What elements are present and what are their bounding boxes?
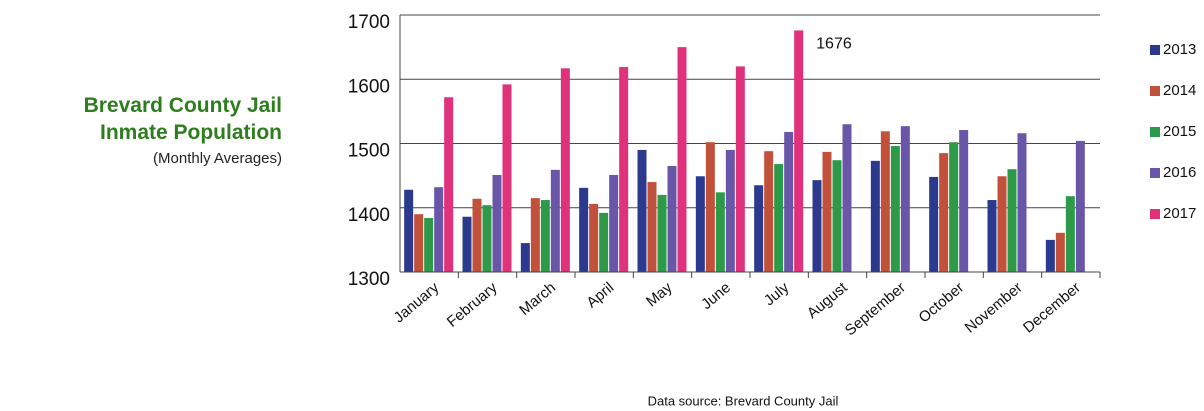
bar [530, 198, 540, 272]
legend-label: 2013 [1163, 41, 1196, 58]
bar [637, 149, 647, 272]
x-tick-label: December [1020, 279, 1084, 337]
bar [880, 131, 890, 272]
bar [1075, 140, 1085, 272]
legend-swatch [1150, 86, 1160, 96]
bar [502, 84, 512, 272]
bar [599, 212, 609, 272]
legend-label: 2015 [1163, 123, 1196, 140]
bar [414, 214, 424, 272]
bar [579, 187, 589, 272]
legend-swatch [1150, 168, 1160, 178]
bar [667, 165, 677, 272]
bar [832, 160, 842, 272]
legend-label: 2014 [1163, 82, 1196, 99]
bar [812, 180, 822, 272]
bar [560, 68, 570, 272]
bar [870, 160, 880, 272]
bar [1017, 133, 1027, 272]
data-label: 1676 [816, 36, 852, 53]
bar [540, 200, 550, 272]
chart-title: Brevard County Jail Inmate Population [83, 94, 282, 144]
bar [434, 187, 444, 272]
bar [959, 130, 969, 272]
bar [949, 142, 959, 272]
bar [444, 97, 454, 273]
x-tick-label: October [915, 279, 967, 326]
chart-subtitle: (Monthly Averages) [153, 150, 282, 167]
bar [424, 218, 434, 272]
bar [520, 243, 530, 272]
bar [794, 30, 804, 273]
y-tick-label: 1500 [348, 141, 390, 162]
x-tick-label: November [962, 279, 1026, 337]
bar [462, 216, 472, 272]
legend-swatch [1150, 45, 1160, 55]
bar [735, 66, 745, 273]
x-tick-label: June [698, 279, 734, 313]
bar [890, 146, 900, 272]
bar [695, 176, 705, 272]
legend-label: 2016 [1163, 164, 1196, 181]
bar [1045, 239, 1055, 272]
x-tick-label: March [516, 279, 559, 319]
y-tick-label: 1700 [348, 12, 390, 33]
bar [774, 164, 784, 272]
bar [619, 67, 629, 272]
y-tick-label: 1600 [348, 76, 390, 97]
legend-swatch [1150, 209, 1160, 219]
bar [609, 174, 619, 272]
bar [550, 169, 560, 272]
legend-label: 2017 [1163, 205, 1196, 222]
y-tick-label: 1300 [348, 269, 390, 290]
bar [677, 47, 687, 272]
bar [657, 194, 667, 272]
bar [725, 149, 735, 272]
bar [1007, 169, 1017, 272]
bar [404, 189, 414, 272]
x-tick-label: July [761, 279, 793, 309]
bar [482, 205, 492, 272]
bar [472, 198, 482, 272]
x-tick-label: September [842, 279, 909, 339]
y-tick-label: 1400 [348, 205, 390, 226]
bar [784, 131, 794, 272]
bar [929, 176, 939, 272]
bar [492, 174, 502, 272]
bar [997, 176, 1007, 272]
x-tick-label: February [444, 279, 501, 331]
bar [822, 151, 832, 272]
bar [715, 192, 725, 272]
bar [987, 200, 997, 272]
bar [1065, 196, 1075, 272]
bar [842, 124, 852, 272]
bar [647, 182, 657, 272]
legend-swatch [1150, 127, 1160, 137]
x-tick-label: August [804, 279, 851, 323]
bar [589, 203, 599, 272]
bar [764, 151, 774, 272]
bar [1055, 232, 1065, 272]
bar [754, 185, 764, 272]
source-note: Data source: Brevard County Jail [648, 393, 839, 408]
bar [939, 153, 949, 272]
x-tick-label: April [583, 279, 617, 311]
x-tick-label: May [643, 279, 676, 311]
bar [900, 126, 910, 272]
x-tick-label: January [390, 279, 442, 327]
bar [705, 142, 715, 272]
